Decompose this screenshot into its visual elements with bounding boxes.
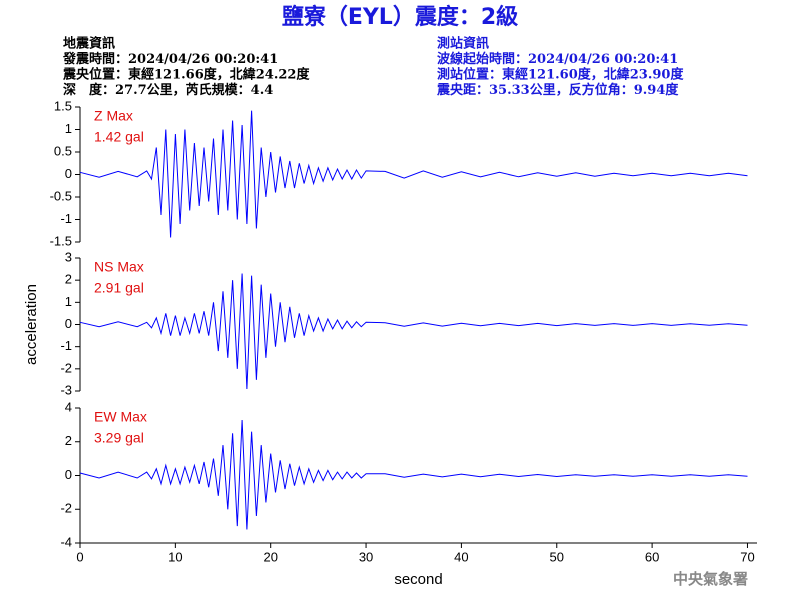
y-tick-label: 0.5 <box>54 143 72 158</box>
chart-title: 鹽寮（EYL）震度：2級 <box>282 4 518 30</box>
component-label: NS Max <box>94 259 144 275</box>
info-left: 深 度：27.7公里，芮氏規模：4.4 <box>63 82 273 98</box>
y-tick-label: 4 <box>65 399 72 414</box>
x-tick-label: 10 <box>168 549 182 564</box>
y-tick-label: -1 <box>60 338 72 353</box>
y-tick-label: 1.5 <box>54 98 72 113</box>
y-tick-label: 2 <box>65 433 72 448</box>
waveform <box>79 110 748 238</box>
info-right: 震央距：35.33公里，反方位角：9.94度 <box>436 82 679 98</box>
x-tick-label: 60 <box>645 549 659 564</box>
y-tick-label: -2 <box>60 360 72 375</box>
y-tick-label: -0.5 <box>50 188 72 203</box>
waveform <box>79 419 748 530</box>
x-tick-label: 70 <box>740 549 754 564</box>
y-tick-label: -2 <box>60 501 72 516</box>
footer: 中央氣象署 <box>673 570 748 588</box>
x-tick-label: 30 <box>359 549 373 564</box>
y-tick-label: -4 <box>60 534 72 549</box>
waveform <box>79 273 748 390</box>
max-label: 2.91 gal <box>94 280 144 296</box>
component-label: Z Max <box>94 108 133 124</box>
info-right: 測站資訊 <box>437 36 489 52</box>
y-axis-label: acceleration <box>23 284 40 365</box>
info-left: 發震時間：2024/04/26 00:20:41 <box>62 51 278 67</box>
y-tick-label: -3 <box>60 382 72 397</box>
x-tick-label: 0 <box>76 549 83 564</box>
y-tick-label: 0 <box>65 316 72 331</box>
y-tick-label: 2 <box>65 272 72 287</box>
y-tick-label: 1 <box>65 294 72 309</box>
max-label: 1.42 gal <box>94 129 144 145</box>
y-tick-label: -1.5 <box>50 233 72 248</box>
x-axis-label: second <box>394 571 442 588</box>
x-tick-label: 50 <box>550 549 564 564</box>
y-tick-label: 0 <box>65 467 72 482</box>
info-left: 震央位置：東經121.66度，北緯24.22度 <box>62 67 310 83</box>
x-tick-label: 20 <box>263 549 277 564</box>
x-tick-label: 40 <box>454 549 468 564</box>
max-label: 3.29 gal <box>94 430 144 446</box>
y-tick-label: -1 <box>60 211 72 226</box>
y-tick-label: 1 <box>65 121 72 136</box>
y-tick-label: 3 <box>65 249 72 264</box>
component-label: EW Max <box>94 409 147 425</box>
info-right: 測站位置：東經121.60度，北緯23.90度 <box>437 67 684 83</box>
info-left: 地震資訊 <box>63 36 115 52</box>
y-tick-label: 0 <box>65 166 72 181</box>
info-right: 波線起始時間：2024/04/26 00:20:41 <box>437 51 678 67</box>
